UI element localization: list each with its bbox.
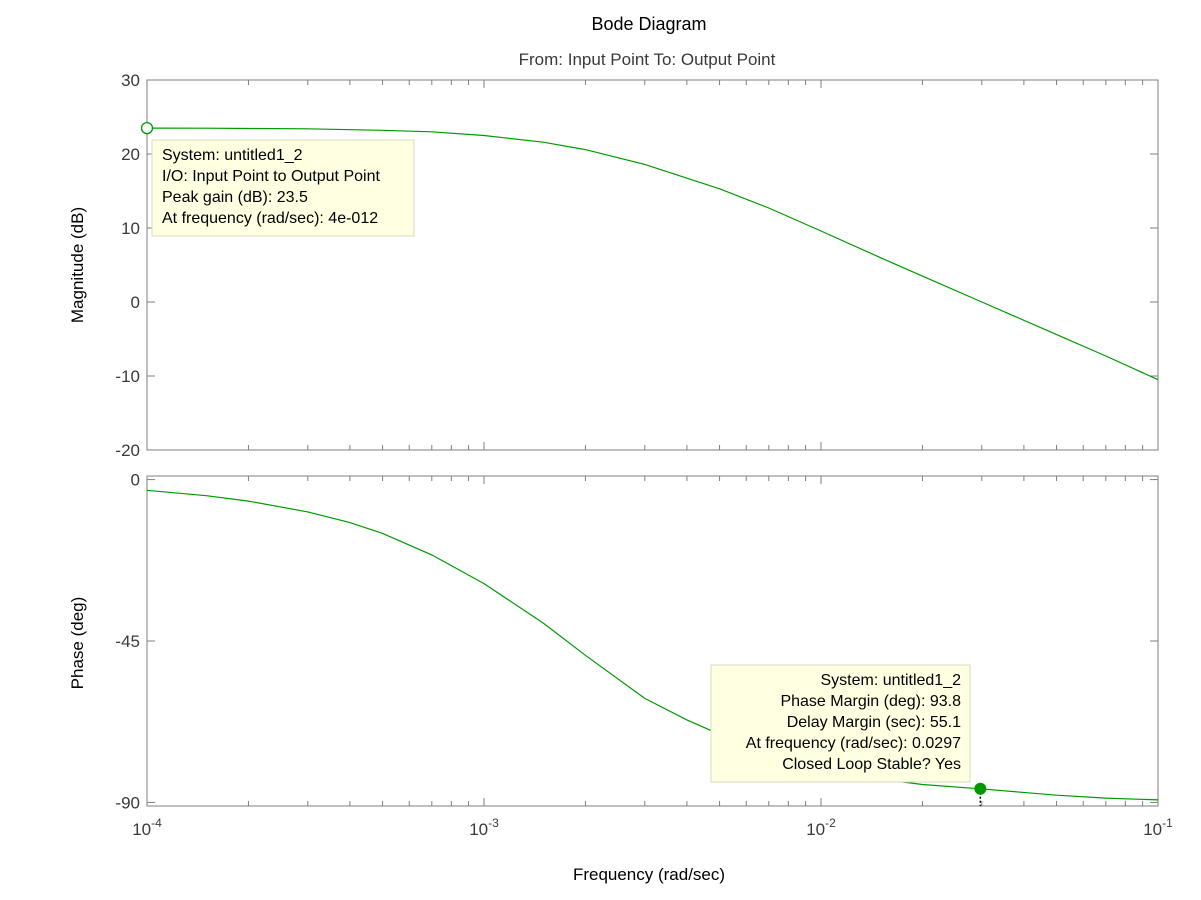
data-tip-line: Phase Margin (deg): 93.8 <box>780 693 961 710</box>
y-tick-label: 30 <box>121 71 140 90</box>
data-tip-line: System: untitled1_2 <box>820 672 961 689</box>
data-tip-box <box>710 664 971 783</box>
magnitude-y-tick-labels: -20 -10 0 10 20 30 <box>115 71 140 460</box>
x-tick-label: 10-4 <box>132 816 162 839</box>
phase-lines <box>146 489 1159 801</box>
x-tick-label: 10-2 <box>806 816 836 839</box>
y-tick-label: -90 <box>115 793 140 812</box>
data-tip-line: I/O: Input Point to Output Point <box>162 168 380 185</box>
phase-y-tick-labels: 0 -45 -90 <box>115 471 140 813</box>
y-tick-label: 10 <box>121 219 140 238</box>
magnitude-panel: -20 -10 0 10 20 30 Magnitude (dB) <box>68 71 1159 460</box>
data-tip-line: Closed Loop Stable? Yes <box>782 756 961 773</box>
y-tick-label: -45 <box>115 632 140 651</box>
data-tip-line: Peak gain (dB): 23.5 <box>162 189 308 206</box>
magnitude-ticks <box>146 79 1159 451</box>
data-tip-marker[interactable] <box>140 121 154 135</box>
y-tick-label: 20 <box>121 145 140 164</box>
data-tip-line: System: untitled1_2 <box>162 147 303 164</box>
data-tip-line: At frequency (rad/sec): 0.0297 <box>746 735 961 752</box>
x-tick-labels: 10-4 10-3 10-2 10-1 <box>132 816 1173 839</box>
y-tick-label: -10 <box>115 367 140 386</box>
data-tip[interactable]: System: untitled1_2 I/O: Input Point to O… <box>140 121 415 237</box>
magnitude-y-label: Magnitude (dB) <box>68 207 87 323</box>
phase-panel: 0 -45 -90 Phase (deg) <box>68 471 1159 813</box>
magnitude-lines <box>146 127 1159 381</box>
x-tick-label: 10-1 <box>1143 816 1173 839</box>
data-tip-marker[interactable] <box>974 782 987 795</box>
y-tick-label: -20 <box>115 441 140 460</box>
x-tick-label: 10-3 <box>469 816 499 839</box>
phase-ticks <box>146 476 1159 806</box>
magnitude-axes-box <box>146 79 1159 451</box>
data-tips: System: untitled1_2 I/O: Input Point to O… <box>140 121 987 806</box>
chart-title: Bode Diagram <box>591 14 706 34</box>
data-tip-line: Delay Margin (sec): 55.1 <box>787 714 961 731</box>
chart-subtitle: From: Input Point To: Output Point <box>519 50 776 69</box>
phase-y-label: Phase (deg) <box>68 597 87 690</box>
data-tip-box <box>151 139 415 237</box>
phase-axes-box <box>146 475 1159 807</box>
y-tick-label: 0 <box>131 471 140 490</box>
data-tip[interactable]: System: untitled1_2 Phase Margin (deg): 9… <box>710 664 987 806</box>
response-line <box>146 489 1159 801</box>
response-line <box>146 127 1159 381</box>
y-tick-label: 0 <box>131 293 140 312</box>
x-axis-label: Frequency (rad/sec) <box>573 865 725 884</box>
data-tip-line: At frequency (rad/sec): 4e-012 <box>162 210 378 227</box>
